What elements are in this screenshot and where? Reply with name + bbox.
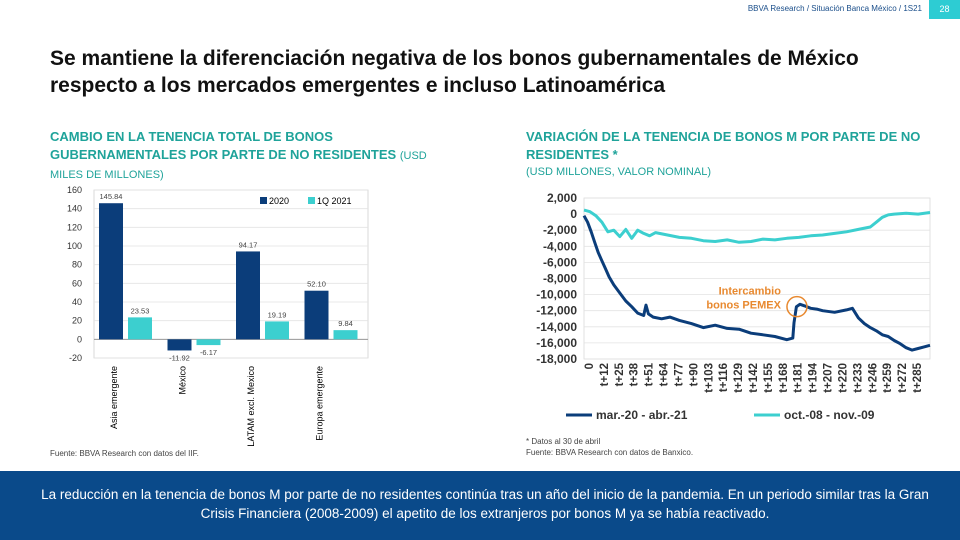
bar xyxy=(99,203,123,340)
y-tick-label: -6,000 xyxy=(543,255,577,269)
y-tick-label: 0 xyxy=(77,334,82,344)
legend-swatch xyxy=(260,197,267,204)
x-tick-label: 0 xyxy=(584,363,596,369)
category-label: Europa emergente xyxy=(315,366,325,441)
y-tick-label: -12,000 xyxy=(536,304,577,318)
x-tick-label: t+90 xyxy=(688,363,700,386)
category-label: LATAM excl. Mexico xyxy=(246,366,256,447)
line-chart: 2,000 0 -2,000 -4,000 -6,000 -8,000 -10,000 -12… xyxy=(520,185,940,435)
legend-label: 1Q 2021 xyxy=(317,196,352,206)
y-tick-label: 20 xyxy=(72,316,82,326)
x-tick-label: t+259 xyxy=(882,363,894,393)
slide-title: Se mantiene la diferenciación negativa d… xyxy=(50,47,859,97)
y-tick-label: 120 xyxy=(67,222,82,232)
series-line xyxy=(583,208,931,244)
annotation-label: bonos PEMEX xyxy=(706,300,781,312)
data-label: 145.84 xyxy=(100,192,123,201)
x-tick-label: t+51 xyxy=(644,362,656,386)
x-tick-label: t+116 xyxy=(718,363,730,392)
x-tick-label: t+194 xyxy=(808,362,820,392)
y-tick-label: -14,000 xyxy=(536,320,577,334)
y-tick-label: -8,000 xyxy=(543,272,577,286)
x-tick-label: t+233 xyxy=(852,363,864,393)
x-tick-label: t+12 xyxy=(599,363,611,386)
x-tick-label: t+181 xyxy=(793,362,805,392)
y-tick-label: -16,000 xyxy=(536,336,577,350)
data-label: 23.53 xyxy=(131,306,150,315)
legend-label: mar.-20 - abr.-21 xyxy=(596,408,688,422)
data-label: 52.10 xyxy=(307,280,326,289)
x-tick-label: t+77 xyxy=(673,363,685,386)
y-tick-label: -2,000 xyxy=(543,223,577,237)
x-tick-label: t+155 xyxy=(763,362,775,392)
left-chart-title: CAMBIO EN LA TENENCIA TOTAL DE BONOS GUB… xyxy=(50,128,430,184)
right-chart-note: * Datos al 30 de abril xyxy=(526,437,601,446)
category-label: Asia emergente xyxy=(109,366,119,429)
x-tick-label: t+142 xyxy=(748,363,760,393)
bar xyxy=(167,339,192,351)
x-tick-label: t+246 xyxy=(867,363,879,393)
line-chart-svg: 2,000 0 -2,000 -4,000 -6,000 -8,000 -10,000 -12… xyxy=(536,191,931,422)
y-tick-label: 80 xyxy=(72,260,82,270)
y-tick-label: -20 xyxy=(69,353,82,363)
header-source: BBVA Research / Situación Banca México /… xyxy=(747,4,922,13)
bar xyxy=(196,339,221,346)
bar xyxy=(304,290,329,340)
y-tick-label: 40 xyxy=(72,297,82,307)
bar-chart: -20 0 20 40 60 80 100 120 140 160 145.84 23.53 Asia … xyxy=(50,180,380,450)
legend-swatch xyxy=(308,197,315,204)
category-label: México xyxy=(178,366,188,395)
right-chart-title: VARIACIÓN DE LA TENENCIA DE BONOS M POR … xyxy=(526,129,921,162)
data-label: -11.92 xyxy=(169,353,190,362)
series-line xyxy=(582,214,931,352)
x-tick-label: t+64 xyxy=(659,362,671,386)
annotation-label: Intercambio xyxy=(719,286,782,298)
footer-text: La reducción en la tenencia de bonos M p… xyxy=(41,487,929,521)
x-tick-label: t+38 xyxy=(629,362,641,386)
x-tick-label: t+207 xyxy=(823,363,835,393)
bar-chart-svg: -20 0 20 40 60 80 100 120 140 160 145.84 23.53 Asia … xyxy=(67,185,369,447)
x-tick-label: t+103 xyxy=(703,363,715,393)
y-tick-label: 100 xyxy=(67,241,82,251)
left-chart-unit: (USD MILES DE MILLONES) xyxy=(50,150,427,181)
y-tick-label: 140 xyxy=(67,204,82,214)
right-chart-source: Fuente: BBVA Research con datos de Banxi… xyxy=(526,448,694,457)
data-label: -6.17 xyxy=(200,348,217,357)
y-tick-label: 0 xyxy=(570,207,577,221)
x-tick-label: t+220 xyxy=(837,363,849,393)
left-chart-source: Fuente: BBVA Research con datos del IIF. xyxy=(50,449,199,458)
annotation-circle xyxy=(786,295,808,318)
x-tick-label: t+129 xyxy=(733,363,745,393)
x-tick-label: t+25 xyxy=(614,362,626,386)
page-number-badge: 28 xyxy=(929,0,960,19)
y-tick-label: 2,000 xyxy=(547,191,577,205)
y-tick-label: -18,000 xyxy=(536,352,577,366)
data-label: 94.17 xyxy=(239,240,258,249)
data-label: 19.19 xyxy=(268,310,287,319)
footer-banner: La reducción en la tenencia de bonos M p… xyxy=(0,471,960,540)
bar xyxy=(128,317,152,340)
bar xyxy=(236,251,260,340)
y-tick-label: -4,000 xyxy=(543,239,577,253)
x-tick-label: t+168 xyxy=(778,362,790,392)
y-tick-label: 160 xyxy=(67,185,82,195)
x-tick-label: t+272 xyxy=(897,363,909,393)
legend-label: 2020 xyxy=(269,196,289,206)
y-tick-label: -10,000 xyxy=(536,288,577,302)
bar xyxy=(265,321,289,340)
data-label: 9.84 xyxy=(338,319,353,328)
right-chart-unit: (USD MILLONES, VALOR NOMINAL) xyxy=(526,166,711,178)
left-chart-title-text: CAMBIO EN LA TENENCIA TOTAL DE BONOS GUB… xyxy=(50,129,397,162)
y-tick-label: 60 xyxy=(72,278,82,288)
legend-label: oct.-08 - nov.-09 xyxy=(784,408,875,422)
bar xyxy=(333,330,358,340)
x-tick-label: t+285 xyxy=(912,362,924,392)
